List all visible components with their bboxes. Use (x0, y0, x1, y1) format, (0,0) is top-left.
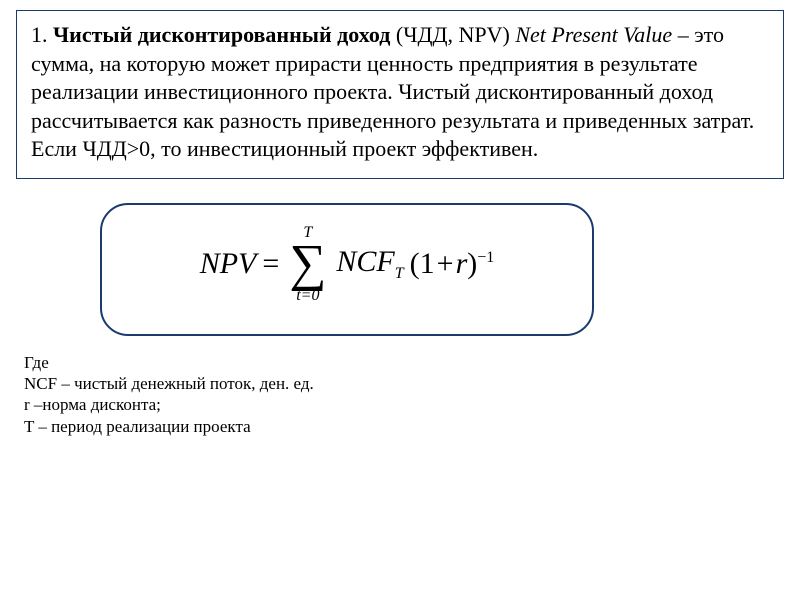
legend-where: Где (24, 352, 800, 373)
equals-sign: = (262, 247, 279, 281)
definition-text: 1. Чистый дисконтированный доход (ЧДД, N… (31, 21, 769, 164)
sigma-block: T ∑ t=0 (289, 225, 326, 304)
ncf-subscript: T (395, 265, 404, 282)
exponent: −1 (477, 249, 494, 266)
npv-formula: NPV = T ∑ t=0 NCFT (1+r)−1 (200, 225, 495, 304)
formula-ncf-term: NCFT (336, 245, 403, 283)
legend-ncf: NCF – чистый денежный поток, ден. ед. (24, 373, 800, 394)
formula-lhs: NPV (200, 247, 257, 281)
definition-latin: Net Present Value (515, 22, 672, 47)
sigma-lower-limit: t=0 (296, 288, 319, 304)
paren-open: (1 (410, 247, 435, 280)
definition-box: 1. Чистый дисконтированный доход (ЧДД, N… (16, 10, 784, 179)
formula-box: NPV = T ∑ t=0 NCFT (1+r)−1 (100, 203, 594, 336)
paren-close: ) (467, 247, 477, 280)
plus-sign: + (437, 247, 454, 280)
definition-number: 1. (31, 22, 53, 47)
formula-paren-term: (1+r)−1 (410, 247, 495, 281)
legend-r: r –норма дисконта; (24, 394, 800, 415)
ncf-label: NCF (336, 245, 394, 278)
formula-legend: Где NCF – чистый денежный поток, ден. ед… (24, 352, 800, 437)
definition-abbr: (ЧДД, NPV) (390, 22, 515, 47)
sigma-symbol: ∑ (289, 241, 326, 288)
r-variable: r (456, 247, 468, 280)
legend-t: T – период реализации проекта (24, 416, 800, 437)
definition-title: Чистый дисконтированный доход (53, 22, 390, 47)
